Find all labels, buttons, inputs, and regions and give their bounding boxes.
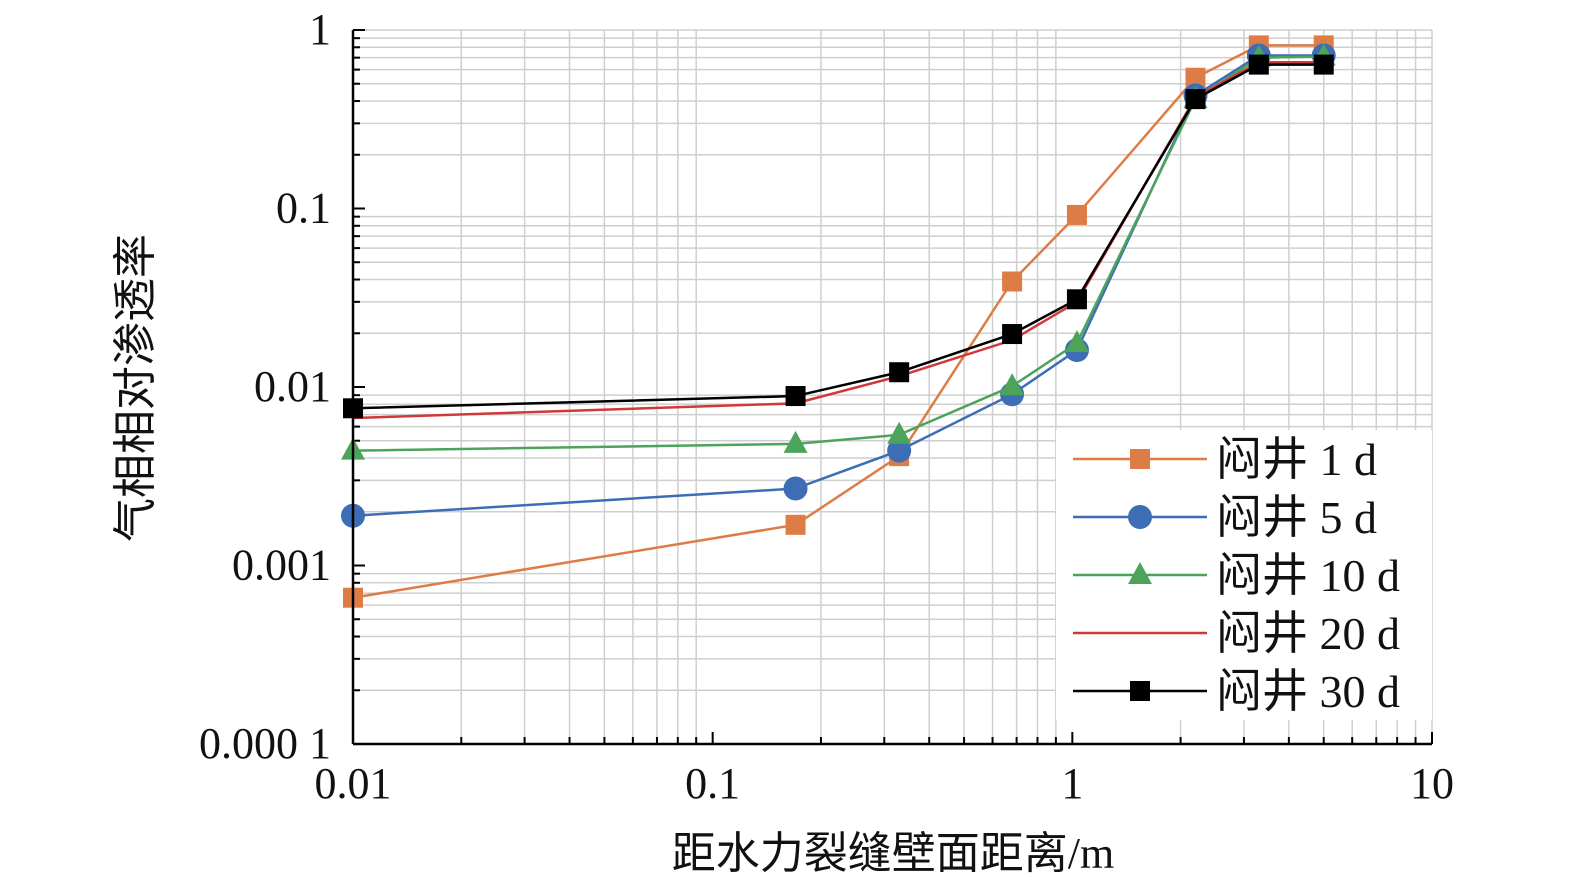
series-闷井-30-d bbox=[343, 54, 1334, 419]
x-tick-label: 0.01 bbox=[315, 759, 392, 808]
y-tick-label: 1 bbox=[309, 5, 331, 54]
square-marker bbox=[1185, 89, 1206, 110]
legend-item: 闷井 10 d bbox=[1073, 550, 1400, 601]
y-tick-label: 0.01 bbox=[254, 362, 331, 411]
series-闷井-20-d bbox=[352, 60, 1324, 420]
x-tick-label: 1 bbox=[1061, 759, 1083, 808]
square-marker bbox=[785, 514, 806, 535]
series-line bbox=[352, 60, 1324, 420]
legend-item: 闷井 5 d bbox=[1073, 492, 1377, 543]
series-line bbox=[352, 63, 1324, 410]
square-marker bbox=[1066, 204, 1087, 225]
legend-label: 闷井 10 d bbox=[1216, 550, 1400, 601]
x-axis-label: 距水力裂缝壁面距离/m bbox=[672, 829, 1114, 878]
legend-item: 闷井 20 d bbox=[1073, 608, 1400, 659]
x-tick-label: 0.1 bbox=[685, 759, 740, 808]
square-marker bbox=[1130, 681, 1150, 701]
triangle-marker bbox=[1064, 330, 1089, 353]
square-marker bbox=[1002, 324, 1023, 345]
y-axis-label: 气相相对渗透率 bbox=[111, 234, 160, 542]
circle-marker bbox=[783, 476, 808, 501]
triangle-marker bbox=[783, 430, 808, 453]
square-marker bbox=[1313, 54, 1334, 75]
square-marker bbox=[1002, 271, 1023, 292]
legend-item: 闷井 1 d bbox=[1073, 434, 1377, 485]
legend-label: 闷井 20 d bbox=[1216, 608, 1400, 659]
legend-label: 闷井 30 d bbox=[1216, 666, 1400, 717]
axes bbox=[351, 30, 1432, 746]
legend-label: 闷井 1 d bbox=[1216, 434, 1377, 485]
square-marker bbox=[1066, 289, 1087, 310]
square-marker bbox=[889, 362, 910, 383]
circle-marker bbox=[1128, 505, 1152, 529]
square-marker bbox=[1185, 67, 1206, 88]
x-tick-label: 10 bbox=[1410, 759, 1454, 808]
square-marker bbox=[1130, 449, 1150, 469]
y-tick-label: 0.1 bbox=[276, 184, 331, 233]
tick-labels: 0.01 0.1 1 10 1 0.1 0.01 0.001 0.000 1 bbox=[199, 5, 1454, 808]
triangle-marker bbox=[887, 421, 912, 444]
series-line bbox=[352, 54, 1324, 517]
square-marker bbox=[785, 386, 806, 407]
triangle-marker bbox=[1000, 373, 1025, 396]
legend-label: 闷井 5 d bbox=[1216, 492, 1377, 543]
legend: 闷井 1 d 闷井 5 d 闷井 10 d 闷井 20 d 闷井 30 d bbox=[1056, 430, 1432, 720]
circle-marker bbox=[887, 438, 912, 463]
y-tick-label: 0.000 1 bbox=[199, 719, 331, 768]
triangle-marker bbox=[1128, 562, 1152, 584]
legend-item: 闷井 30 d bbox=[1073, 666, 1400, 717]
square-marker bbox=[1248, 54, 1269, 75]
y-tick-label: 0.001 bbox=[232, 541, 331, 590]
series-group bbox=[341, 35, 1336, 608]
